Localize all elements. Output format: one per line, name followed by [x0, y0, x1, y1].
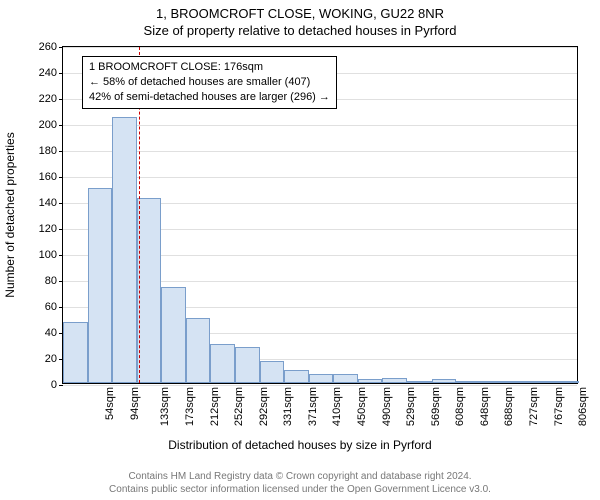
footer-line: Contains HM Land Registry data © Crown c… [0, 470, 600, 483]
y-tick-label: 240 [39, 67, 63, 79]
x-tick-label: 806sqm [577, 387, 589, 426]
x-tick-label: 212sqm [209, 387, 221, 426]
x-tick-label: 410sqm [332, 387, 344, 426]
histogram-bar [505, 381, 530, 383]
x-tick-label: 608sqm [454, 387, 466, 426]
y-tick-label: 180 [39, 145, 63, 157]
annotation-box: 1 BROOMCROFT CLOSE: 176sqm ← 58% of deta… [82, 56, 337, 109]
x-tick-label: 371sqm [307, 387, 319, 426]
x-tick-label: 54sqm [104, 387, 116, 420]
y-tick-label: 20 [45, 353, 63, 365]
histogram-bar [137, 198, 162, 383]
gridline [63, 125, 577, 126]
y-axis-label: Number of detached properties [3, 132, 17, 297]
histogram-bar [530, 381, 555, 383]
y-tick-label: 140 [39, 197, 63, 209]
y-tick-label: 40 [45, 327, 63, 339]
x-tick-label: 569sqm [430, 387, 442, 426]
y-tick-label: 160 [39, 171, 63, 183]
gridline [63, 177, 577, 178]
annotation-line: 1 BROOMCROFT CLOSE: 176sqm [89, 60, 330, 75]
y-tick-label: 80 [45, 275, 63, 287]
histogram-bar [284, 370, 309, 383]
x-tick-label: 767sqm [553, 387, 565, 426]
x-tick-label: 529sqm [405, 387, 417, 426]
x-tick-label: 133sqm [160, 387, 172, 426]
histogram-bar [481, 381, 506, 383]
y-tick-label: 100 [39, 249, 63, 261]
histogram-bar [382, 378, 407, 383]
annotation-line: 42% of semi-detached houses are larger (… [89, 90, 330, 105]
histogram-bar [333, 374, 358, 383]
y-tick-label: 260 [39, 41, 63, 53]
footer-attribution: Contains HM Land Registry data © Crown c… [0, 470, 600, 496]
histogram-bar [88, 188, 113, 383]
histogram-bar [210, 344, 235, 383]
page-title: 1, BROOMCROFT CLOSE, WOKING, GU22 8NR [0, 0, 600, 21]
x-tick-label: 252sqm [233, 387, 245, 426]
chart-container: 1, BROOMCROFT CLOSE, WOKING, GU22 8NR Si… [0, 0, 600, 500]
histogram-bar [309, 374, 334, 383]
x-tick-label: 648sqm [479, 387, 491, 426]
annotation-line: ← 58% of detached houses are smaller (40… [89, 75, 330, 90]
histogram-bar [358, 379, 383, 383]
histogram-bar [186, 318, 211, 383]
histogram-bar [112, 117, 137, 384]
x-tick-label: 331sqm [282, 387, 294, 426]
x-tick-label: 173sqm [184, 387, 196, 426]
histogram-bar [432, 379, 457, 383]
histogram-bar [161, 287, 186, 383]
page-subtitle: Size of property relative to detached ho… [0, 21, 600, 38]
y-tick-label: 60 [45, 301, 63, 313]
histogram-bar [235, 347, 260, 383]
x-tick-label: 450sqm [356, 387, 368, 426]
x-axis-label: Distribution of detached houses by size … [0, 438, 600, 452]
x-tick-label: 490sqm [381, 387, 393, 426]
gridline [63, 151, 577, 152]
gridline [63, 385, 577, 386]
y-tick-label: 220 [39, 93, 63, 105]
footer-line: Contains public sector information licen… [0, 483, 600, 496]
gridline [63, 47, 577, 48]
histogram-bar [554, 381, 579, 383]
y-tick-label: 0 [51, 379, 63, 391]
x-tick-label: 94sqm [129, 387, 141, 420]
x-tick-label: 688sqm [504, 387, 516, 426]
y-tick-label: 120 [39, 223, 63, 235]
histogram-bar [260, 361, 285, 383]
x-tick-label: 292sqm [258, 387, 270, 426]
histogram-bar [407, 381, 432, 383]
histogram-bar [63, 322, 88, 383]
histogram-bar [456, 381, 481, 383]
y-tick-label: 200 [39, 119, 63, 131]
x-tick-label: 727sqm [528, 387, 540, 426]
